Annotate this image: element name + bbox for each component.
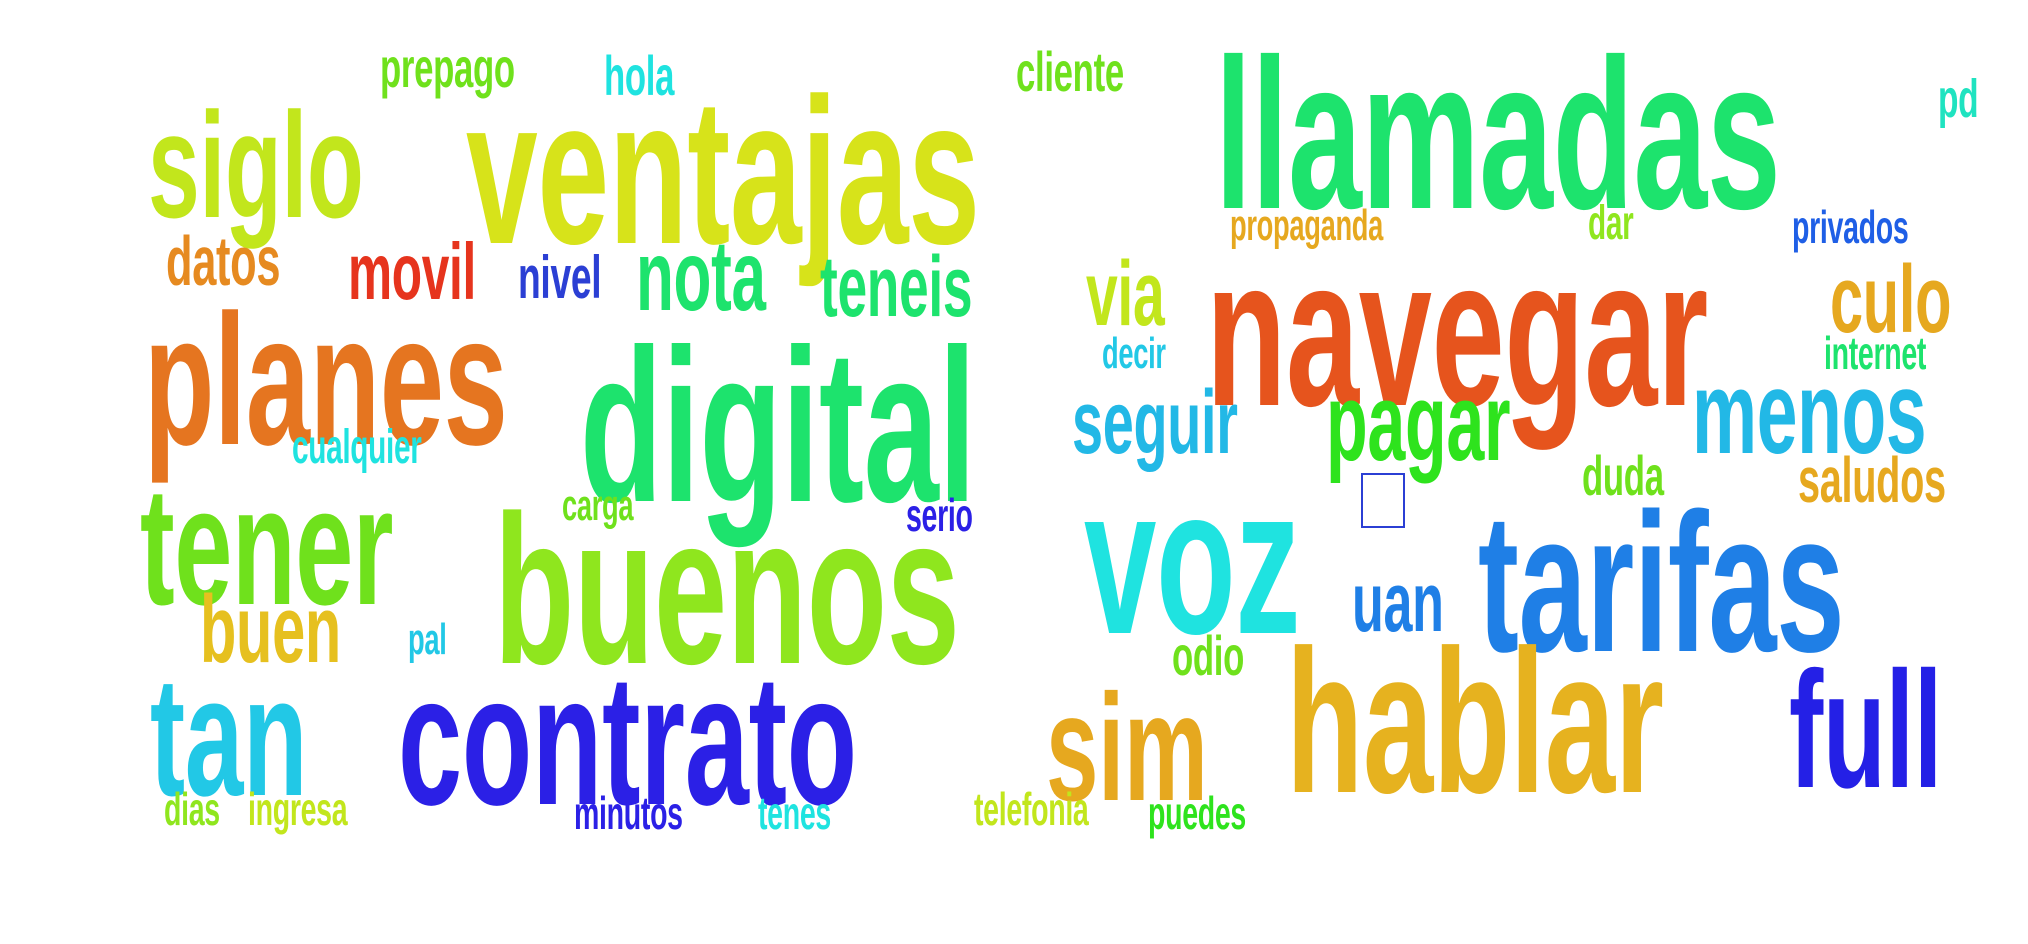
word-nota: nota <box>636 220 766 332</box>
word-pd: pd <box>1938 69 1979 129</box>
word-teneis: teneis <box>820 239 973 335</box>
word-cualquier: cualquier <box>292 421 422 474</box>
word-tener: tener <box>140 452 394 640</box>
word-seguir: seguir <box>1072 373 1238 473</box>
word-carga: carga <box>562 481 634 530</box>
word-hablar: hablar <box>1286 608 1664 836</box>
word-prepago: prepago <box>380 36 515 99</box>
missing-glyph-box-icon <box>1361 473 1405 528</box>
word-buen: buen <box>200 576 341 683</box>
word-ingresa: ingresa <box>248 783 348 835</box>
word-sim: sim <box>1046 663 1208 833</box>
word-datos: datos <box>166 222 281 300</box>
word-saludos: saludos <box>1798 444 1946 516</box>
word-pal: pal <box>408 615 447 664</box>
word-odio: odio <box>1172 624 1245 687</box>
word-tarifas: tarifas <box>1478 472 1845 693</box>
word-uan: uan <box>1352 555 1444 649</box>
word-dias: dias <box>164 783 220 835</box>
word-pagar: pagar <box>1326 361 1511 484</box>
word-cliente: cliente <box>1016 40 1124 103</box>
word-nivel: nivel <box>518 244 602 311</box>
word-voz: voz <box>1084 443 1301 678</box>
word-tenes: tenes <box>758 787 831 839</box>
word-duda: duda <box>1582 444 1664 507</box>
word-digital: digital <box>580 305 976 548</box>
word-planes: planes <box>144 277 508 484</box>
word-via: via <box>1086 243 1165 345</box>
word-minutos: minutos <box>574 787 683 839</box>
word-contrato: contrato <box>398 637 857 844</box>
word-dar: dar <box>1588 197 1634 250</box>
word-serio: serio <box>906 489 973 541</box>
word-culo: culo <box>1830 246 1952 353</box>
word-buenos: buenos <box>494 471 960 708</box>
word-internet: internet <box>1824 327 1927 379</box>
word-siglo: siglo <box>148 81 364 249</box>
word-hola: hola <box>604 44 675 107</box>
word-movil: movil <box>348 227 477 316</box>
word-ventajas: ventajas <box>466 56 980 288</box>
word-llamadas: llamadas <box>1215 15 1781 254</box>
word-propaganda: propaganda <box>1230 201 1384 250</box>
word-telefonia: telefonia <box>974 783 1089 835</box>
word-privados: privados <box>1792 201 1909 253</box>
word-puedes: puedes <box>1148 787 1246 839</box>
word-tan: tan <box>150 642 308 832</box>
word-navegar: navegar <box>1206 213 1708 450</box>
word-full: full <box>1789 638 1943 823</box>
word-decir: decir <box>1102 329 1166 378</box>
word-menos: menos <box>1692 347 1927 479</box>
